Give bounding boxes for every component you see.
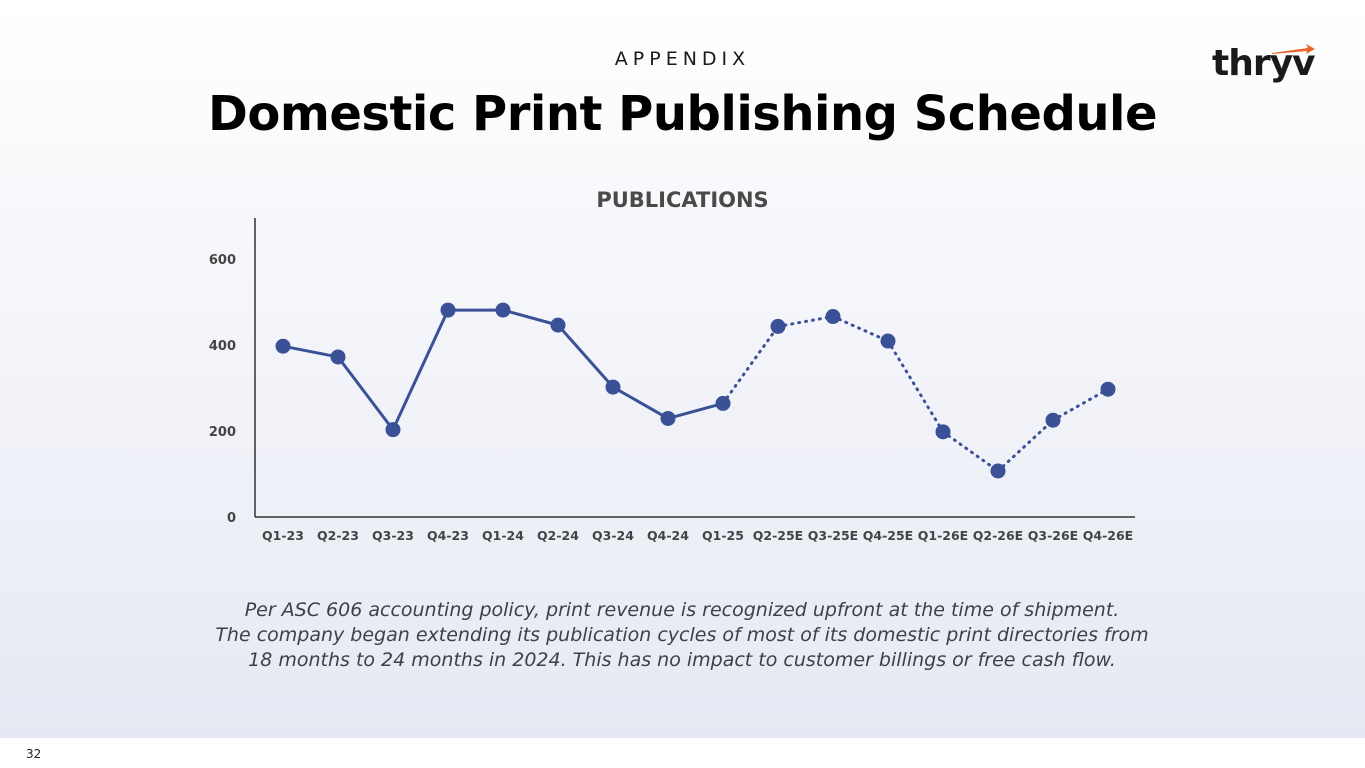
x-tick-label: Q3-25E (808, 528, 858, 543)
page-number: 32 (26, 747, 42, 761)
chart-title: PUBLICATIONS (596, 188, 769, 212)
series-segment-estimate (776, 315, 835, 328)
x-tick-label: Q4-26E (1083, 528, 1133, 543)
x-tick-label: Q2-24 (537, 528, 579, 543)
data-point (770, 318, 786, 334)
data-point (660, 410, 676, 426)
x-tick-label: Q1-25 (702, 528, 744, 543)
section-eyebrow: APPENDIX (614, 48, 751, 70)
data-point (715, 395, 731, 411)
series-segment-actual (391, 308, 450, 432)
series-segment-estimate (886, 339, 945, 434)
data-point (880, 333, 896, 349)
y-tick-label: 0 (227, 511, 236, 526)
data-point (990, 463, 1006, 479)
y-tick-label: 600 (209, 253, 236, 268)
data-point (1100, 381, 1116, 397)
y-tick-label: 400 (209, 339, 236, 354)
x-tick-label: Q2-26E (973, 528, 1023, 543)
series-segment-actual (611, 385, 670, 420)
footnote-line: The company began extending its publicat… (215, 624, 1149, 646)
footnote-line: Per ASC 606 accounting policy, print rev… (244, 599, 1120, 621)
x-tick-label: Q3-23 (372, 528, 414, 543)
x-tick-label: Q1-26E (918, 528, 968, 543)
x-tick-label: Q1-23 (262, 528, 304, 543)
series-segment-estimate (996, 418, 1055, 473)
series-segment-actual (281, 344, 340, 359)
data-point (825, 309, 841, 325)
data-point (330, 349, 346, 365)
series-segment-estimate (941, 430, 1000, 473)
y-tick-label: 200 (209, 425, 236, 440)
thryv-logo: thryv (1208, 40, 1318, 90)
series-segment-estimate (721, 324, 780, 405)
series-segment-estimate (831, 315, 890, 343)
footnote-line: 18 months to 24 months in 2024. This has… (248, 649, 1116, 671)
data-point (385, 422, 401, 438)
series-segment-actual (501, 308, 560, 327)
slide-background: APPENDIX Domestic Print Publishing Sched… (0, 0, 1365, 738)
series-segment-actual (666, 401, 725, 420)
series-segment-actual (556, 323, 615, 389)
x-tick-label: Q2-23 (317, 528, 359, 543)
data-point (550, 317, 566, 333)
publications-line-chart: 0 200 400 600 Q1-23 Q2-23 Q3-23 Q4-23 Q1-24 Q2-24… (209, 218, 1135, 543)
x-tick-label: Q4-25E (863, 528, 913, 543)
data-point (495, 302, 511, 318)
data-point (935, 424, 951, 440)
page-title: Domestic Print Publishing Schedule (208, 86, 1158, 142)
x-tick-label: Q1-24 (482, 528, 524, 543)
data-point (1045, 412, 1061, 428)
series-segment-estimate (1051, 387, 1110, 422)
x-tick-label: Q3-24 (592, 528, 634, 543)
footnote: Per ASC 606 accounting policy, print rev… (182, 598, 1182, 673)
data-point (275, 338, 291, 354)
x-tick-label: Q4-24 (647, 528, 689, 543)
x-tick-label: Q4-23 (427, 528, 469, 543)
logo-arrow-icon (1272, 44, 1315, 54)
data-point (440, 302, 456, 318)
x-tick-label: Q3-26E (1028, 528, 1078, 543)
x-tick-label: Q2-25E (753, 528, 803, 543)
series-segment-actual (336, 355, 395, 432)
data-point (605, 379, 621, 395)
